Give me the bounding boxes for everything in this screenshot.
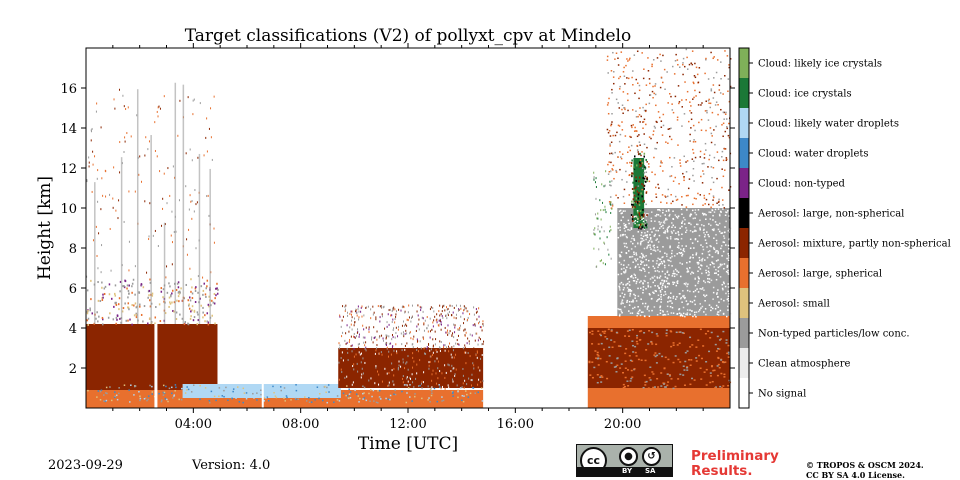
badge-by-label: BY [622, 467, 633, 475]
speckle-group [588, 328, 732, 390]
speckle-group [630, 152, 649, 230]
y-tick-label: 2 [69, 362, 77, 377]
y-axis-label: Height [km] [35, 176, 55, 280]
colorbar-swatch [739, 198, 749, 228]
colorbar-label: Cloud: likely ice crystals [758, 59, 882, 70]
colorbar-label: Aerosol: large, non-spherical [757, 209, 904, 220]
colorbar-label: Cloud: likely water droplets [758, 119, 899, 130]
colorbar-label: Cloud: water droplets [758, 149, 869, 160]
x-tick-label: 20:00 [604, 417, 641, 432]
copyright-line-2: CC BY SA 4.0 License. [806, 470, 905, 480]
speckle-group [338, 304, 485, 350]
sa-share-alike-icon: ↺ [642, 447, 661, 466]
speckle-group [617, 208, 732, 318]
axes: 04:00 08:00 12:00 16:00 20:00 2 4 6 8 10 12 14 16 [60, 43, 735, 432]
class-region-1 [86, 324, 218, 390]
x-axis-label: Time [UTC] [358, 434, 458, 454]
colorbar-swatch [739, 348, 749, 378]
colorbar-swatch [739, 318, 749, 348]
colorbar-label: Aerosol: small [757, 299, 830, 310]
badge-strip [577, 467, 672, 476]
speckle-group [593, 170, 613, 268]
date-label: 2023-09-29 [48, 458, 123, 473]
x-tick-label: 04:00 [175, 417, 212, 432]
class-region-4 [587, 388, 730, 408]
x-tick-label: 16:00 [497, 417, 534, 432]
colorbar-swatch [739, 138, 749, 168]
y-tick-label: 8 [69, 242, 77, 257]
by-attribution-icon: ● [619, 447, 638, 466]
colorbar-label: Cloud: ice crystals [758, 89, 852, 100]
cc-license-badge: cc ● ↺ BY SA [576, 444, 673, 477]
speckle-group [86, 278, 219, 326]
plot-area [85, 47, 732, 409]
colorbar-swatch [739, 288, 749, 318]
class-region-6 [587, 316, 730, 328]
badge-sa-label: SA [645, 467, 656, 475]
copyright-note: © TROPOS & OSCM 2024. CC BY SA 4.0 Licen… [806, 460, 956, 480]
colorbar-legend: No signal Clean atmosphere Non-typed parti… [738, 47, 951, 409]
colorbar-swatch [739, 228, 749, 258]
speckle-group [338, 348, 484, 390]
y-tick-label: 10 [60, 202, 77, 217]
colorbar-label: Aerosol: mixture, partly non-spherical [757, 239, 951, 250]
chart-title: Target classifications (V2) of pollyxt_c… [185, 26, 631, 46]
speckle-group [87, 384, 484, 404]
y-tick-label: 4 [69, 322, 77, 337]
y-tick-label: 14 [60, 122, 77, 137]
y-tick-label: 16 [60, 82, 77, 97]
copyright-line-1: © TROPOS & OSCM 2024. [806, 460, 924, 470]
colorbar-label: No signal [758, 389, 806, 400]
colorbar-swatch [739, 48, 749, 78]
colorbar-label: Cloud: non-typed [758, 179, 846, 190]
colorbar-swatch [739, 78, 749, 108]
colorbar-label: Non-typed particles/low conc. [758, 329, 910, 340]
y-tick-label: 6 [69, 282, 77, 297]
version-label: Version: 4.0 [192, 458, 271, 473]
y-tick-label: 12 [60, 162, 77, 177]
colorbar-swatch [739, 258, 749, 288]
speckle-group [606, 48, 732, 210]
class-region-5 [587, 328, 730, 388]
colorbar-swatch [739, 378, 749, 408]
preliminary-results-note: Preliminary Results. [691, 448, 779, 479]
x-tick-label: 08:00 [282, 417, 319, 432]
profile-streaks [94, 82, 264, 408]
colorbar-label: Clean atmosphere [758, 359, 851, 370]
x-tick-label: 12:00 [389, 417, 426, 432]
colorbar-swatch [739, 168, 749, 198]
speckle-group [86, 88, 215, 279]
classification-layer [86, 48, 732, 408]
colorbar-swatch [739, 108, 749, 138]
colorbar-label: Aerosol: large, spherical [757, 269, 882, 280]
